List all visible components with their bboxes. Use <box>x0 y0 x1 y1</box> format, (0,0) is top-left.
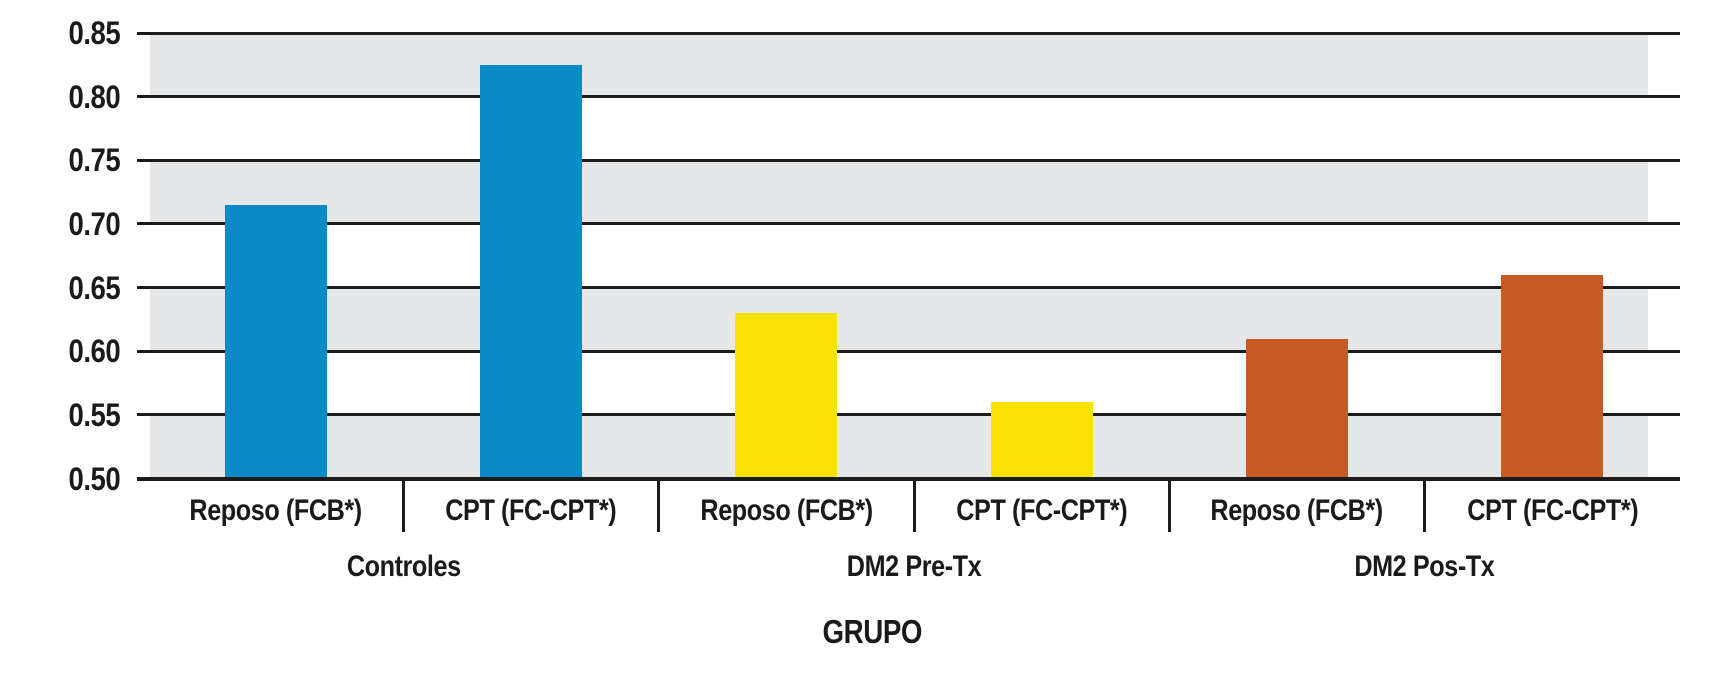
category-label: Reposo (FCB*) <box>1169 491 1424 531</box>
plot-band <box>150 414 1648 479</box>
category-separator-tick <box>401 478 405 532</box>
category-label-text: Reposo (FCB*) <box>1210 494 1384 527</box>
category-label-text: CPT (FC-CPT*) <box>445 494 617 527</box>
y-tick-label-text: 0.55 <box>68 396 120 433</box>
y-tick-label-text: 0.85 <box>68 15 120 51</box>
x-axis-line <box>137 476 1680 481</box>
bar-dm2-pos-tx-cpt-fc-cpt <box>1501 274 1604 479</box>
category-label: Reposo (FCB*) <box>659 491 914 531</box>
category-separator-tick <box>657 478 661 532</box>
x-axis-title-text: GRUPO <box>822 613 922 650</box>
y-tick-label: 0.50 <box>20 462 120 496</box>
y-tick-label: 0.60 <box>20 334 120 368</box>
gridline <box>137 158 1680 162</box>
bar-controles-reposo-fcb <box>224 204 327 479</box>
y-tick-label-text: 0.65 <box>68 269 120 306</box>
gridline <box>137 222 1680 226</box>
gridline <box>137 413 1680 417</box>
category-label-text: CPT (FC-CPT*) <box>956 494 1128 527</box>
group-label-dm2-pos-tx: DM2 Pos-Tx <box>1169 549 1680 585</box>
y-tick-label: 0.65 <box>20 271 120 305</box>
category-label: CPT (FC-CPT*) <box>403 491 658 531</box>
y-tick-label-text: 0.60 <box>68 333 120 370</box>
bar-dm2-pre-tx-cpt-fc-cpt <box>990 402 1093 479</box>
group-label-dm2-pre-tx: DM2 Pre-Tx <box>659 549 1170 585</box>
gridline <box>137 286 1680 290</box>
y-tick-label: 0.80 <box>20 80 120 114</box>
y-tick-label: 0.55 <box>20 398 120 432</box>
category-label-text: Reposo (FCB*) <box>700 494 873 527</box>
y-tick-label: 0.70 <box>20 207 120 241</box>
y-tick-label-text: 0.50 <box>68 460 120 497</box>
category-label: CPT (FC-CPT*) <box>914 491 1169 531</box>
y-tick-label-text: 0.80 <box>68 78 120 115</box>
x-axis-title: GRUPO <box>672 612 1072 652</box>
y-tick-label: 0.85 <box>20 16 120 50</box>
plot-band <box>150 287 1648 352</box>
category-label: Reposo (FCB*) <box>148 491 403 531</box>
group-label-text: Controles <box>346 550 461 583</box>
y-tick-label: 0.75 <box>20 143 120 177</box>
category-separator-tick <box>912 478 916 532</box>
bar-dm2-pre-tx-reposo-fcb <box>735 313 838 479</box>
category-separator-tick <box>1423 478 1427 532</box>
category-label-text: CPT (FC-CPT*) <box>1466 494 1638 527</box>
category-separator-tick <box>1167 478 1171 532</box>
bar-controles-cpt-fc-cpt <box>480 64 582 479</box>
y-tick-label-text: 0.75 <box>68 142 120 179</box>
plot-band <box>150 33 1648 97</box>
group-label-controles: Controles <box>148 549 659 585</box>
group-label-text: DM2 Pos-Tx <box>1354 550 1495 583</box>
plot-band <box>150 160 1648 224</box>
gridline <box>137 31 1680 35</box>
group-label-text: DM2 Pre-Tx <box>846 550 982 583</box>
gridline <box>137 349 1680 353</box>
category-label: CPT (FC-CPT*) <box>1425 491 1680 531</box>
plot-band <box>150 351 1648 415</box>
gridline <box>137 95 1680 99</box>
category-label-text: Reposo (FCB*) <box>189 494 362 527</box>
plot-band <box>150 96 1648 161</box>
y-tick-label-text: 0.70 <box>68 205 120 242</box>
bar-dm2-pos-tx-reposo-fcb <box>1246 338 1348 479</box>
plot-band <box>150 223 1648 288</box>
